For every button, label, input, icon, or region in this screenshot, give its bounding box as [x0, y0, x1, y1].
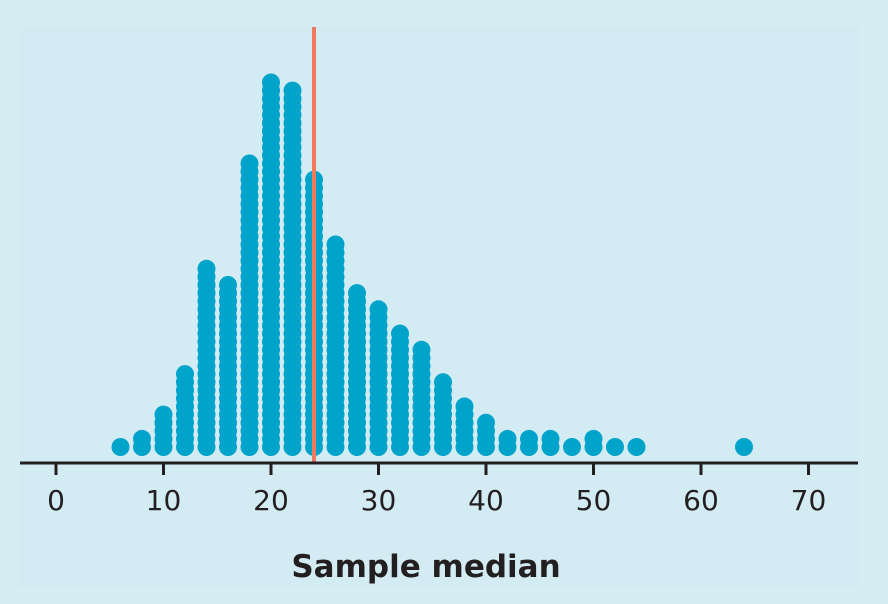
dot-column-14 [197, 259, 216, 456]
data-dot [498, 429, 517, 448]
x-tick-label: 0 [47, 484, 65, 517]
dot-column-22 [283, 81, 302, 456]
dot-column-34 [412, 340, 431, 456]
dot-column-54 [627, 438, 646, 456]
dot-column-44 [520, 429, 538, 456]
dot-column-8 [133, 429, 151, 456]
dot-column-6 [111, 438, 130, 456]
dot-column-36 [434, 373, 452, 456]
dot-column-28 [348, 284, 366, 456]
data-dot [133, 429, 151, 448]
x-tick-label: 50 [576, 484, 612, 517]
data-dot [262, 73, 280, 92]
x-tick-label: 30 [361, 484, 397, 517]
dot-column-48 [563, 438, 581, 456]
data-dot [348, 284, 366, 303]
data-dot [563, 438, 581, 456]
data-dot [627, 438, 646, 456]
x-axis-title: Sample median [291, 549, 560, 585]
dot-column-12 [176, 365, 194, 456]
dot-column-20 [262, 73, 280, 456]
dot-column-64 [735, 438, 753, 456]
data-dot [520, 429, 538, 448]
x-tick-label: 40 [468, 484, 504, 517]
dot-column-40 [477, 413, 495, 456]
dot-column-16 [219, 276, 237, 456]
data-dot [111, 438, 130, 456]
plot-panel [18, 26, 860, 588]
data-dot [391, 324, 409, 343]
data-dot [283, 81, 302, 100]
data-dot [240, 154, 259, 173]
x-tick-label: 20 [253, 484, 289, 517]
x-tick-label: 10 [146, 484, 182, 517]
data-dot [369, 300, 388, 319]
data-dot [541, 429, 560, 448]
dot-column-30 [369, 300, 388, 456]
dot-column-38 [455, 397, 474, 456]
data-dot [606, 438, 624, 456]
x-axis-ticks: 0 10 20 30 40 50 60 70 [47, 463, 826, 517]
data-dot [219, 276, 237, 294]
dot-column-42 [498, 429, 517, 456]
dot-column-46 [541, 429, 560, 456]
data-dot [326, 235, 345, 254]
dot-column-32 [391, 324, 409, 456]
dot-column-10 [154, 405, 173, 456]
data-dot [197, 259, 216, 278]
data-dot [176, 365, 194, 384]
x-tick-label: 60 [683, 484, 719, 517]
data-dot [455, 397, 474, 416]
data-dot [154, 405, 173, 424]
dot-column-50 [584, 429, 603, 456]
data-dot [434, 373, 452, 392]
x-tick-label: 70 [791, 484, 827, 517]
data-dot [412, 340, 431, 359]
data-dot [735, 438, 753, 456]
dot-column-18 [240, 154, 259, 456]
dots-layer [111, 73, 753, 456]
data-dot [477, 413, 495, 432]
data-dot [584, 429, 603, 448]
dot-column-26 [326, 235, 345, 456]
dot-column-52 [606, 438, 624, 456]
